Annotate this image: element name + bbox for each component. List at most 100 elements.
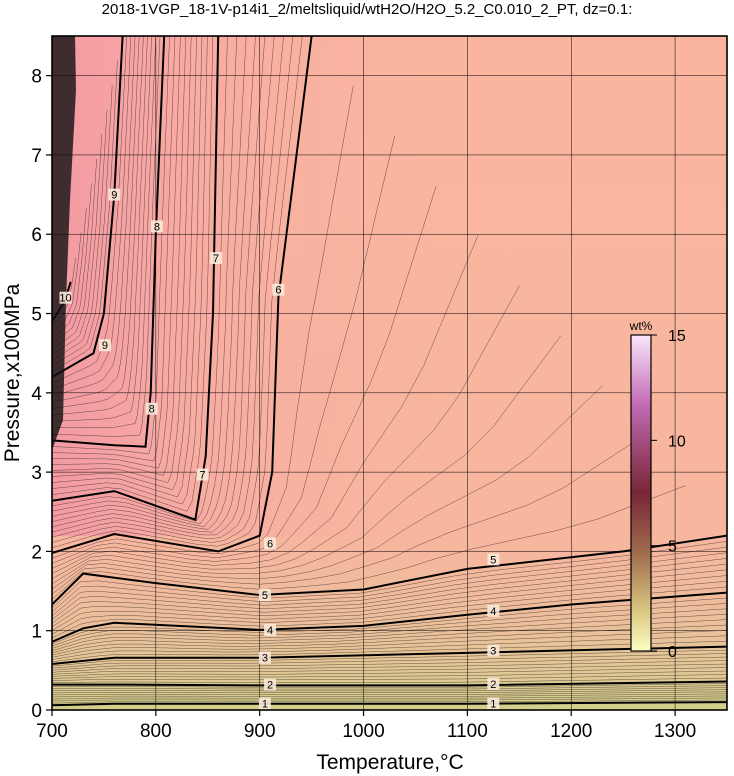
colorbar-tick-label: 15 [668, 328, 686, 345]
fine-contour [52, 674, 727, 681]
contour-label-4: 4 [264, 623, 277, 637]
plot-frame [51, 35, 728, 711]
colorbar: wt% 0 5 10 15 [629, 319, 686, 661]
fine-contour [52, 36, 144, 409]
fine-contour [52, 285, 520, 580]
fine-contour [52, 670, 727, 679]
x-axis-title: Temperature,°C [316, 751, 463, 774]
contour-line-7 [52, 36, 220, 522]
fine-contour [52, 691, 727, 696]
fine-contour [52, 335, 562, 585]
fine-contour [52, 685, 727, 690]
svg-text:2: 2 [267, 680, 273, 692]
fine-contour [52, 36, 136, 397]
fine-contour [52, 85, 113, 367]
svg-text:4: 4 [267, 625, 273, 637]
x-tick-label: 900 [244, 721, 276, 742]
fine-contour [52, 36, 181, 469]
fine-contour [52, 36, 214, 512]
contour-label-1: 1 [487, 697, 500, 711]
fine-contour [52, 613, 727, 651]
svg-text:4: 4 [490, 606, 496, 618]
svg-text:8: 8 [149, 404, 155, 416]
contour-line-9 [52, 36, 124, 378]
fine-contour [52, 693, 727, 698]
fine-contour [52, 667, 727, 677]
contour-label-8: 8 [150, 220, 163, 233]
fine-contour [52, 36, 148, 416]
fine-contour [52, 586, 727, 639]
fine-contour [52, 134, 103, 356]
contour-label-6: 6 [272, 283, 285, 297]
contour-line-2 [52, 680, 727, 687]
fine-contour [52, 660, 727, 673]
colorbar-ticks: 0 5 10 15 [651, 328, 686, 661]
x-tick-label: 1300 [654, 721, 696, 742]
contour-labels: 1 1 2 2 3 3 4 4 5 5 6 6 7 7 8 8 9 9 10 [59, 188, 500, 711]
y-tick-label: 8 [31, 67, 42, 88]
x-axis: 700 800 900 1000 1100 1200 1300 [36, 710, 696, 742]
svg-text:2: 2 [490, 679, 496, 691]
contour-label-3: 3 [258, 651, 271, 665]
fine-contour [52, 552, 727, 616]
contour-line-8 [52, 36, 166, 448]
fine-contour [52, 185, 437, 569]
fine-contour [52, 36, 266, 533]
fine-contour [52, 36, 152, 422]
fine-contour [52, 36, 132, 390]
fine-contour [52, 36, 238, 525]
contour-label-5: 5 [258, 589, 271, 602]
y-tick-label: 3 [31, 463, 42, 484]
colorbar-tick-label: 10 [668, 433, 686, 450]
contour-label-9: 9 [108, 188, 121, 202]
fine-contour [52, 36, 176, 462]
fine-contour [52, 663, 727, 675]
svg-text:7: 7 [213, 253, 219, 265]
contour-label-7: 7 [210, 252, 223, 265]
svg-text:10: 10 [59, 293, 71, 305]
fine-contour [52, 36, 187, 476]
fine-contour [52, 683, 727, 688]
fine-contour [52, 619, 727, 654]
fine-contour [52, 36, 256, 530]
fine-contour [52, 603, 727, 647]
svg-text:7: 7 [200, 469, 206, 481]
x-tick-label: 1200 [550, 721, 592, 742]
fine-contour [52, 36, 275, 536]
contour-label-10: 10 [59, 291, 72, 305]
fine-contour [52, 36, 247, 527]
svg-text:8: 8 [154, 221, 160, 233]
fine-contour [52, 36, 228, 522]
fine-contour [52, 36, 197, 491]
svg-text:1: 1 [490, 699, 496, 711]
fine-contour [52, 36, 140, 403]
contour-line-6 [52, 36, 313, 554]
svg-text:5: 5 [262, 590, 268, 602]
x-tick-label: 800 [140, 721, 172, 742]
fine-contour [52, 183, 92, 344]
fine-contour [52, 635, 727, 660]
fine-contour [52, 36, 208, 505]
fine-contour [52, 546, 727, 613]
colorbar-unit: wt% [629, 319, 653, 333]
y-tick-label: 1 [31, 622, 42, 643]
svg-text:5: 5 [490, 554, 496, 566]
fine-contour [52, 109, 108, 361]
fine-contour [52, 36, 128, 384]
fine-contour [52, 558, 727, 620]
y-axis-title: Pressure,x100MPa [1, 283, 24, 462]
svg-text:1: 1 [262, 699, 268, 711]
colorbar-tick-label: 0 [668, 644, 677, 661]
contour-label-2: 2 [487, 677, 500, 691]
plot-background-tint [52, 36, 472, 536]
fine-contour [52, 677, 727, 683]
y-tick-label: 5 [31, 305, 42, 326]
contour-label-8: 8 [145, 402, 158, 416]
contour-label-6: 6 [264, 537, 277, 550]
fine-contour [52, 85, 354, 559]
fine-contour [52, 385, 603, 590]
contour-line-4 [52, 591, 727, 643]
contour-label-7: 7 [196, 468, 209, 481]
svg-text:3: 3 [490, 646, 496, 658]
y-tick-label: 6 [31, 225, 42, 246]
